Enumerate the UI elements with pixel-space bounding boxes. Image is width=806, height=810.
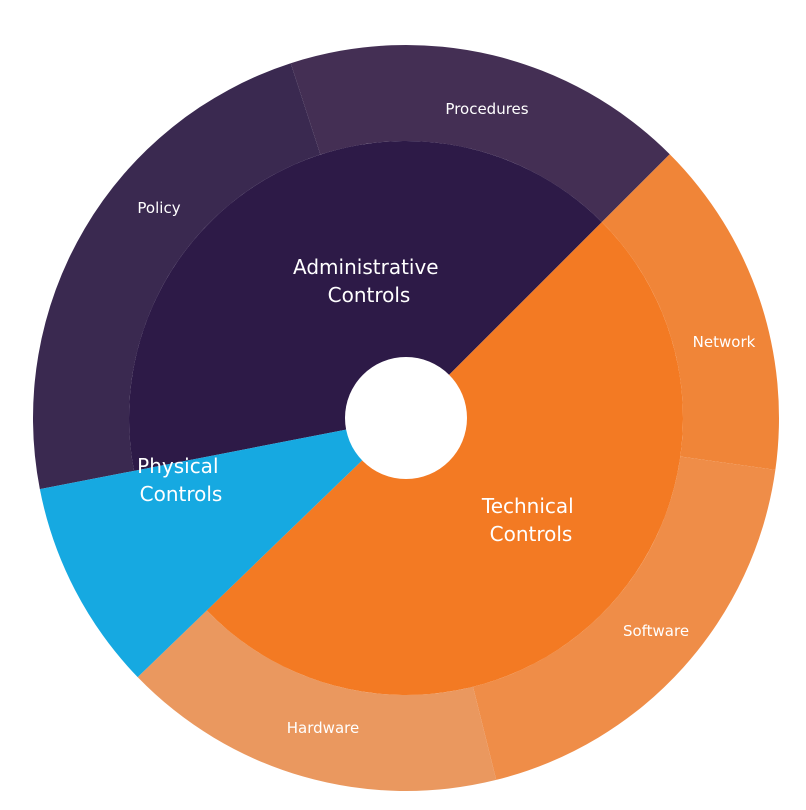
outer-segment-software (473, 456, 776, 780)
outer-segment-policy (32, 63, 321, 490)
outer-segment-hardware (137, 610, 497, 792)
center-hole (345, 357, 467, 479)
inner-labels: Administrative Controls Technical Contro… (137, 255, 580, 546)
inner-segment-physical (39, 429, 364, 678)
outer-labels: Procedures Network Software Hardware Pol… (137, 100, 755, 737)
network-label: Network (693, 333, 756, 351)
software-label: Software (623, 622, 689, 640)
inner-ring (39, 140, 683, 695)
outer-segment-procedures (290, 45, 670, 223)
administrative-controls-label: Administrative Controls (293, 255, 445, 307)
physical-controls-label: Physical Controls (137, 454, 225, 506)
inner-segment-technical (206, 222, 683, 695)
hardware-label: Hardware (287, 719, 359, 737)
policy-label: Policy (137, 199, 180, 217)
technical-controls-label: Technical Controls (481, 494, 580, 546)
outer-segment-network (601, 154, 779, 470)
inner-segment-administrative (128, 140, 602, 471)
procedures-label: Procedures (445, 100, 528, 118)
outer-ring (32, 45, 779, 792)
